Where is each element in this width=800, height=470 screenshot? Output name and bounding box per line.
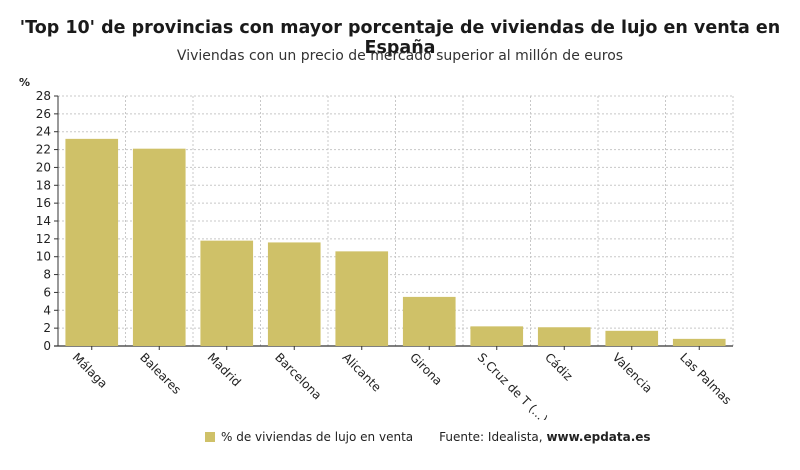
y-axis-unit: % (19, 76, 30, 89)
bar (402, 296, 456, 346)
x-tick-label: Barcelona (272, 350, 324, 402)
y-tick-label: 14 (36, 214, 51, 228)
y-tick-label: 10 (36, 250, 51, 264)
y-tick-label: 22 (36, 143, 51, 157)
bar (200, 240, 254, 346)
y-tick-label: 8 (43, 268, 51, 282)
x-tick-label: Las Palmas (677, 350, 734, 407)
legend-swatch (205, 432, 215, 442)
y-tick-label: 26 (36, 107, 51, 121)
x-tick-label: Valencia (610, 350, 655, 395)
legend-label: % de viviendas de lujo en venta (221, 430, 414, 444)
x-tick-label: Alicante (340, 350, 384, 394)
y-tick-label: 24 (36, 125, 51, 139)
legend: % de viviendas de lujo en venta Fuente: … (205, 430, 651, 444)
bar (605, 330, 659, 346)
y-tick-label: 0 (43, 339, 51, 353)
bar (335, 251, 389, 346)
x-tick-label: Málaga (70, 350, 111, 391)
bar (470, 326, 524, 346)
y-tick-label: 2 (43, 321, 51, 335)
x-tick-label: Cádiz (542, 350, 575, 383)
y-tick-label: 28 (36, 89, 51, 103)
source-label: Fuente: Idealista, (439, 430, 543, 444)
chart-title: 'Top 10' de provincias con mayor porcent… (19, 18, 781, 58)
bar (267, 242, 321, 346)
chart-subtitle: Viviendas con un precio de mercado super… (176, 48, 624, 64)
y-tick-label: 12 (36, 232, 51, 246)
y-tick-label: 4 (43, 303, 51, 317)
bar (672, 338, 726, 346)
x-tick-label: Baleares (137, 350, 184, 397)
bar-chart: Málaga Baleares Madrid Barcelona Alicante Gir… (19, 76, 735, 420)
y-tick-label: 18 (36, 178, 51, 192)
x-tick-label: Madrid (205, 350, 244, 389)
bar (537, 327, 591, 346)
x-axis-labels: Málaga Baleares Madrid Barcelona Alicante Gir… (70, 350, 735, 420)
bar (65, 138, 119, 346)
y-tick-label: 6 (43, 285, 51, 299)
x-tick-label: S.Cruz de T (...) (475, 350, 551, 420)
y-tick-label: 20 (36, 160, 51, 174)
bar (132, 148, 186, 346)
source-site: www.epdata.es (546, 430, 651, 444)
x-tick-label: Girona (407, 350, 445, 388)
y-tick-label: 16 (36, 196, 51, 210)
chart-bars (65, 138, 726, 346)
source-text: Fuente: Idealista, www.epdata.es (439, 430, 650, 444)
